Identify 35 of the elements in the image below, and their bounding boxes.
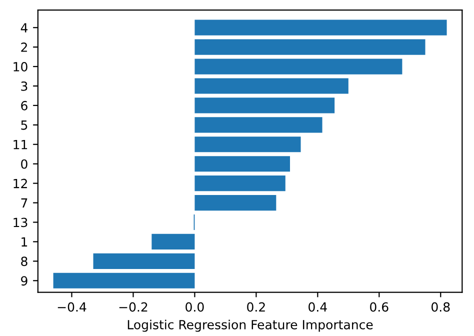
bar (93, 253, 195, 269)
x-tick-label: 0.4 (308, 302, 327, 312)
bar (194, 20, 447, 36)
bar (194, 156, 290, 172)
bar (194, 194, 276, 211)
y-tick-label: 6 (21, 100, 28, 110)
y-tick-label: 8 (21, 256, 28, 266)
y-tick-label: 13 (14, 218, 28, 228)
x-tick-label: 0.2 (247, 302, 265, 312)
y-tick-label: 7 (21, 198, 28, 208)
y-tick-label: 10 (14, 62, 28, 72)
y-tick-label: 3 (21, 81, 28, 91)
bar (194, 39, 426, 55)
bar (194, 98, 335, 114)
bar (194, 117, 322, 133)
y-tick-label: 12 (14, 178, 27, 188)
y-tick-label: 4 (20, 23, 28, 32)
x-tick-label: −0.4 (58, 302, 86, 312)
y-tick-label: 0 (21, 159, 28, 169)
y-tick-label: 11 (14, 140, 28, 150)
bar (152, 234, 195, 250)
bar (194, 136, 301, 152)
y-tick-label: 5 (21, 120, 28, 130)
x-tick-label: 0.8 (432, 302, 450, 312)
bar (53, 272, 195, 288)
x-tick-label: −0.2 (119, 302, 148, 312)
bar (194, 58, 402, 74)
y-tick-label: 9 (21, 276, 28, 286)
bar (194, 78, 348, 94)
y-tick-label: 2 (21, 42, 27, 52)
x-tick-label: 0.6 (370, 302, 388, 312)
x-axis-title: Logistic Regression Feature Importance (128, 320, 373, 332)
x-tick-label: 0.0 (186, 302, 204, 312)
bar (194, 176, 286, 192)
y-tick-label: 1 (22, 237, 28, 246)
